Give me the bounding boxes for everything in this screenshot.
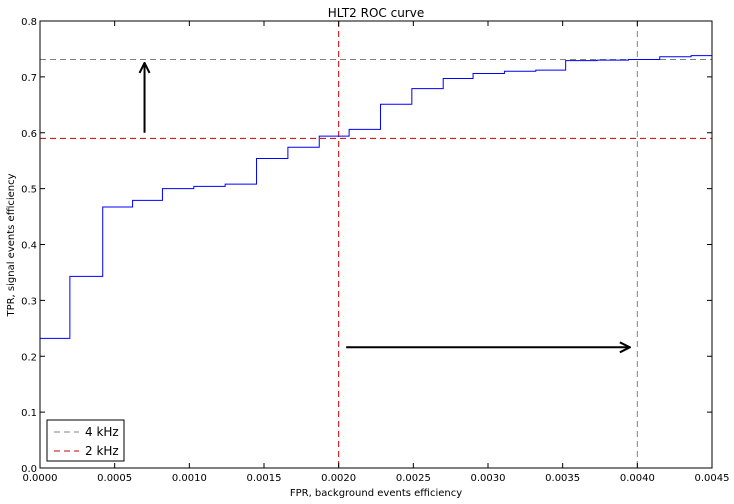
y-axis-label: TPR, signal events efficiency	[6, 173, 17, 317]
y-tick-label: 0.0	[21, 464, 37, 475]
y-tick-label: 0.5	[21, 185, 37, 196]
legend-label-1: 4 kHz	[85, 425, 119, 439]
x-tick-label: 0.0015	[247, 473, 282, 484]
y-tick-label: 0.3	[21, 296, 37, 307]
y-tick-label: 0.8	[21, 17, 37, 28]
y-tick-label: 0.4	[21, 241, 37, 252]
x-axis-label: FPR, background events efficiency	[290, 488, 462, 499]
roc-series-line	[40, 55, 712, 339]
x-tick-label: 0.0030	[471, 473, 506, 484]
chart-title: HLT2 ROC curve	[328, 6, 424, 20]
y-tick-label: 0.1	[21, 408, 37, 419]
x-tick-label: 0.0010	[172, 473, 207, 484]
legend: 4 kHz 2 kHz	[46, 419, 125, 462]
x-tick-label: 0.0000	[23, 473, 58, 484]
legend-box	[46, 419, 125, 462]
y-tick-label: 0.2	[21, 352, 37, 363]
x-tick-label: 0.0040	[620, 473, 655, 484]
plot-area: 0.0000 0.0005 0.0010 0.0015 0.0020 0.0025 0.00…	[21, 17, 729, 484]
x-tick-label: 0.0005	[97, 473, 132, 484]
legend-label-2: 2 kHz	[85, 444, 119, 458]
y-tick-label: 0.6	[21, 129, 37, 140]
plot-frame	[39, 20, 713, 469]
x-tick-label: 0.0045	[695, 473, 730, 484]
x-tick-label: 0.0025	[396, 473, 431, 484]
x-tick-label: 0.0035	[545, 473, 580, 484]
plot-contents	[40, 21, 712, 468]
x-tick-label: 0.0020	[321, 473, 356, 484]
y-tick-label: 0.7	[21, 73, 37, 84]
